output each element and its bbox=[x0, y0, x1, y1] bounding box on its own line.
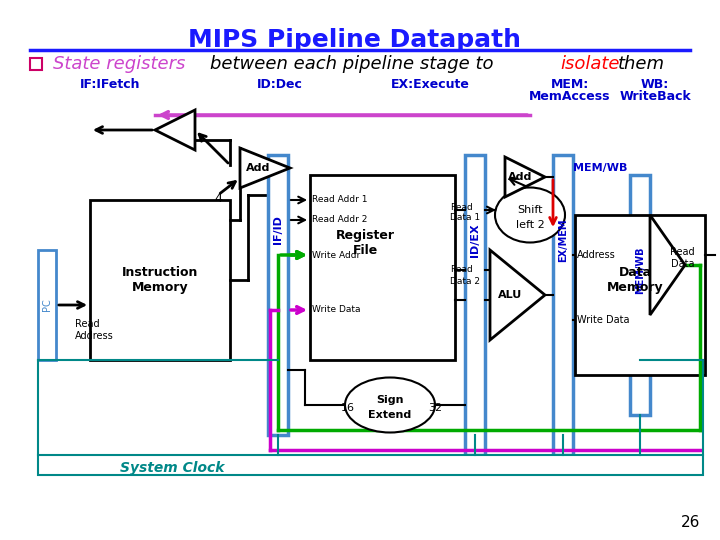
Text: Address: Address bbox=[577, 250, 616, 260]
Text: PC: PC bbox=[42, 299, 52, 312]
Text: Shift: Shift bbox=[517, 205, 543, 215]
Text: Read Addr 1: Read Addr 1 bbox=[312, 195, 367, 205]
Text: Read
Data: Read Data bbox=[670, 247, 695, 269]
Polygon shape bbox=[650, 215, 685, 315]
Text: WriteBack: WriteBack bbox=[619, 91, 691, 104]
Text: Data 1: Data 1 bbox=[450, 213, 480, 222]
Text: Read: Read bbox=[450, 266, 473, 274]
Text: Extend: Extend bbox=[369, 410, 412, 420]
Bar bbox=[310, 175, 455, 360]
Text: MEM/WB: MEM/WB bbox=[573, 163, 627, 173]
Text: MIPS Pipeline Datapath: MIPS Pipeline Datapath bbox=[189, 28, 521, 52]
Text: Add: Add bbox=[508, 172, 532, 182]
Bar bbox=[30, 58, 42, 70]
Text: between each pipeline stage to: between each pipeline stage to bbox=[210, 55, 493, 73]
Bar bbox=[465, 155, 485, 455]
Text: Data 2: Data 2 bbox=[450, 276, 480, 286]
Ellipse shape bbox=[345, 377, 435, 433]
Text: Read: Read bbox=[450, 202, 473, 212]
Text: Write Addr: Write Addr bbox=[312, 251, 360, 260]
Polygon shape bbox=[155, 110, 195, 150]
Text: Data
Memory: Data Memory bbox=[607, 266, 663, 294]
Text: EX/MEM: EX/MEM bbox=[558, 218, 568, 262]
Text: IF/ID: IF/ID bbox=[273, 215, 283, 245]
Text: Read Addr 2: Read Addr 2 bbox=[312, 215, 367, 225]
Text: Register: Register bbox=[336, 228, 395, 241]
Ellipse shape bbox=[495, 187, 565, 242]
Text: IF:IFetch: IF:IFetch bbox=[80, 78, 140, 91]
Text: MemAccess: MemAccess bbox=[529, 91, 611, 104]
Text: System Clock: System Clock bbox=[120, 461, 225, 475]
Polygon shape bbox=[505, 157, 545, 197]
Bar bbox=[553, 155, 573, 455]
Text: 26: 26 bbox=[680, 515, 700, 530]
Text: 4: 4 bbox=[214, 192, 222, 205]
Polygon shape bbox=[490, 250, 545, 340]
Text: ID:Dec: ID:Dec bbox=[257, 78, 303, 91]
Polygon shape bbox=[240, 148, 290, 188]
Text: ALU: ALU bbox=[498, 290, 522, 300]
Text: Instruction
Memory: Instruction Memory bbox=[122, 266, 198, 294]
Text: WB:: WB: bbox=[641, 78, 669, 91]
Text: Sign: Sign bbox=[377, 395, 404, 405]
Bar bbox=[575, 215, 705, 375]
Text: Write Data: Write Data bbox=[577, 315, 629, 325]
Bar bbox=[38, 455, 703, 475]
Text: Read
Address: Read Address bbox=[75, 319, 114, 341]
Text: MEM:: MEM: bbox=[551, 78, 589, 91]
Bar bbox=[630, 175, 650, 415]
Text: left 2: left 2 bbox=[516, 220, 544, 230]
Text: 16: 16 bbox=[341, 403, 355, 413]
Text: isolate: isolate bbox=[560, 55, 619, 73]
Text: MEM/WB: MEM/WB bbox=[635, 246, 645, 294]
Text: EX:Execute: EX:Execute bbox=[390, 78, 469, 91]
Text: State registers: State registers bbox=[53, 55, 185, 73]
Text: Add: Add bbox=[246, 163, 270, 173]
Text: ID/EX: ID/EX bbox=[470, 223, 480, 257]
Text: Write Data: Write Data bbox=[312, 306, 361, 314]
Bar bbox=[268, 155, 288, 435]
Text: them: them bbox=[618, 55, 665, 73]
Text: File: File bbox=[352, 244, 377, 256]
Bar bbox=[38, 250, 56, 360]
Bar bbox=[90, 200, 230, 360]
Text: 32: 32 bbox=[428, 403, 442, 413]
